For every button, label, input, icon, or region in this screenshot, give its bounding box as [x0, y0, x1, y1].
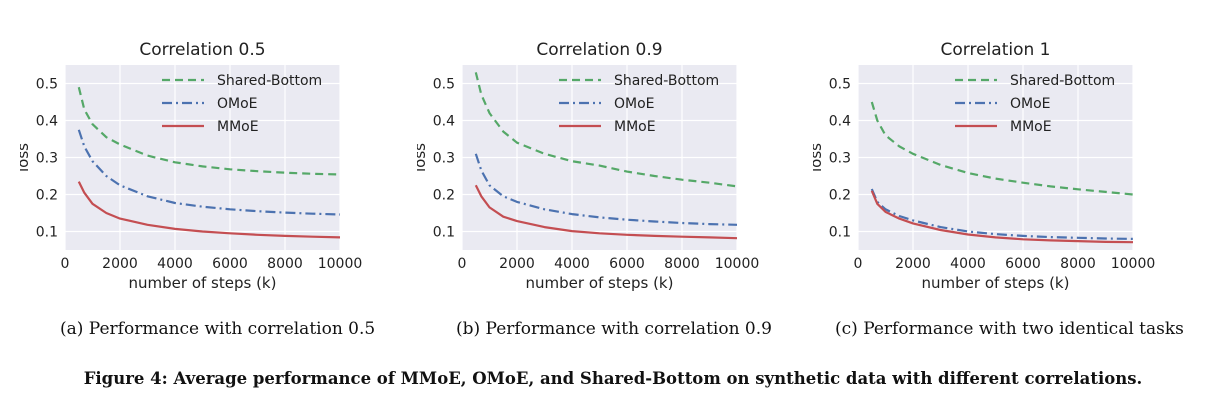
subcaption-a: (a) Performance with correlation 0.5	[60, 319, 376, 339]
x-tick-label: 6000	[1005, 256, 1041, 272]
y-tick-label: 0.5	[433, 77, 455, 93]
x-tick-label: 8000	[1060, 256, 1096, 272]
y-tick-label: 0.4	[433, 114, 455, 130]
chart-title: Correlation 0.9	[536, 40, 662, 60]
x-tick-label: 10000	[1111, 256, 1156, 272]
x-axis-label: number of steps (k)	[129, 274, 277, 292]
y-tick-label: 0.2	[829, 188, 851, 204]
legend-label: Shared-Bottom	[614, 73, 719, 89]
x-tick-label: 4000	[554, 256, 590, 272]
legend-label: Shared-Bottom	[217, 73, 322, 89]
series-line-omoe	[77, 129, 341, 216]
y-tick-label: 0.1	[829, 225, 851, 241]
x-tick-label: 10000	[318, 256, 363, 272]
x-tick-label: 8000	[267, 256, 303, 272]
y-tick-label: 0.3	[433, 151, 455, 167]
y-tick-label: 0.2	[36, 188, 58, 204]
y-tick-label: 0.5	[829, 77, 851, 93]
series-line-mmoe	[474, 184, 738, 240]
subcaption-b: (b) Performance with correlation 0.9	[456, 319, 772, 339]
legend-label: OMoE	[217, 96, 258, 112]
series-line-shared-bottom	[870, 101, 1134, 196]
y-tick-label: 0.1	[36, 225, 58, 241]
subcaption-c: (c) Performance with two identical tasks	[835, 319, 1184, 339]
series-line-omoe	[870, 188, 1134, 240]
x-tick-label: 2000	[895, 256, 931, 272]
x-tick-label: 2000	[102, 256, 138, 272]
legend-label: OMoE	[1010, 96, 1051, 112]
y-tick-label: 0.2	[433, 188, 455, 204]
x-tick-label: 4000	[950, 256, 986, 272]
y-axis-label: loss	[813, 143, 825, 172]
legend-label: OMoE	[614, 96, 655, 112]
legend-label: MMoE	[614, 119, 656, 135]
y-tick-label: 0.3	[36, 151, 58, 167]
series-line-mmoe	[77, 181, 341, 239]
x-axis-label: number of steps (k)	[922, 274, 1070, 292]
x-tick-label: 6000	[609, 256, 645, 272]
x-tick-label: 0	[458, 256, 467, 272]
chart-correlation-0-9: 0 2000 4000 6000 8000 10000 0.1 0.2 0.3 0.4 0.5 Cor…	[417, 40, 760, 292]
x-axis-label: number of steps (k)	[526, 274, 674, 292]
chart-correlation-1: 0 2000 4000 6000 8000 10000 0.1 0.2 0.3 0.4 0.5 Cor…	[813, 40, 1156, 292]
x-tick-label: 0	[61, 256, 70, 272]
series-line-omoe	[474, 153, 738, 226]
series-line-shared-bottom	[474, 72, 738, 188]
y-axis-label: loss	[417, 143, 429, 172]
legend-label: MMoE	[217, 119, 259, 135]
legend-label: Shared-Bottom	[1010, 73, 1115, 89]
x-tick-label: 8000	[664, 256, 700, 272]
chart-title: Correlation 0.5	[139, 40, 265, 60]
x-tick-label: 10000	[715, 256, 760, 272]
y-tick-label: 0.4	[36, 114, 58, 130]
x-tick-label: 4000	[157, 256, 193, 272]
series-line-shared-bottom	[77, 86, 341, 176]
y-tick-label: 0.5	[36, 77, 58, 93]
x-tick-label: 0	[854, 256, 863, 272]
x-tick-label: 2000	[499, 256, 535, 272]
y-axis-label: loss	[20, 143, 32, 172]
figure-caption: Figure 4: Average performance of MMoE, O…	[83, 369, 1143, 388]
y-tick-label: 0.3	[829, 151, 851, 167]
chart-title: Correlation 1	[941, 40, 1051, 60]
y-tick-label: 0.4	[829, 114, 851, 130]
chart-correlation-0-5: 0 2000 4000 6000 8000 10000 0.1 0.2 0.3 0.4 0.5 Cor…	[20, 40, 363, 292]
y-tick-label: 0.1	[433, 225, 455, 241]
series-line-mmoe	[870, 190, 1134, 244]
x-tick-label: 6000	[212, 256, 248, 272]
legend-label: MMoE	[1010, 119, 1052, 135]
